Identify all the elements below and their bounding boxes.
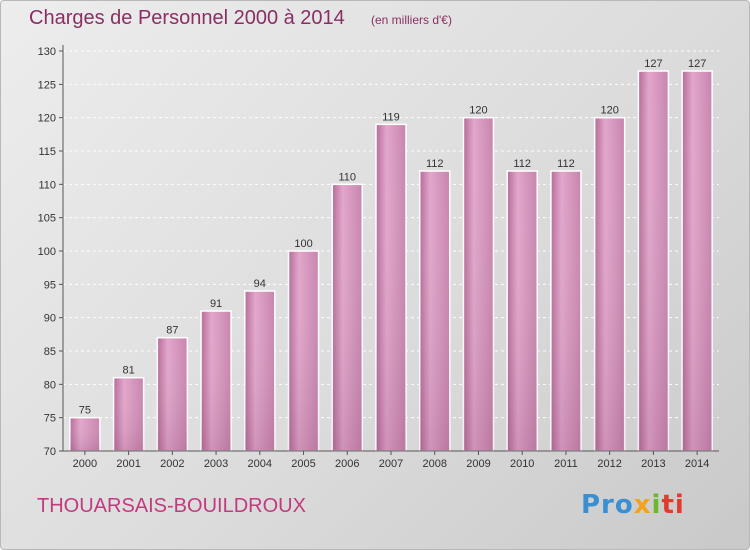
value-label: 119	[382, 111, 400, 123]
y-tick-label: 85	[44, 346, 56, 358]
proxiti-logo: Proxiti	[581, 490, 685, 520]
bar-shade	[638, 71, 669, 451]
bar-shade	[376, 124, 406, 451]
value-label: 75	[79, 405, 91, 417]
x-tick-label: 2009	[466, 458, 490, 470]
y-tick-label: 70	[44, 446, 56, 458]
x-tick-label: 2007	[379, 458, 403, 470]
value-label: 120	[600, 105, 618, 117]
logo-part-4: ti	[661, 490, 685, 520]
axes: 70 75 80 85 90 95 100 105 110 115 120 125 130	[38, 45, 719, 458]
y-tick-label: 130	[38, 46, 56, 58]
x-tick-label: 2003	[204, 458, 228, 470]
bar-shade	[550, 171, 581, 451]
value-label: 100	[294, 238, 312, 250]
bar-shade	[69, 417, 100, 451]
y-tick-label: 125	[38, 79, 56, 91]
chart-subtitle: (en milliers d'€)	[371, 13, 452, 27]
y-tick-label: 95	[44, 279, 56, 291]
x-tick-label: 2013	[641, 458, 665, 470]
bar-shade	[682, 71, 713, 451]
x-tick-label: 2005	[291, 458, 315, 470]
logo-part-2: x	[633, 490, 652, 520]
value-label: 91	[210, 298, 222, 310]
y-tick-label: 110	[38, 179, 56, 191]
bar-shade	[419, 171, 450, 451]
y-tick-label: 115	[38, 146, 56, 158]
logo-part-1: Pro	[581, 490, 634, 520]
bar-shade	[594, 117, 625, 452]
commune-name: THOUARSAIS-BOUILDROUX	[37, 495, 306, 517]
value-label: 112	[557, 158, 575, 170]
bar-shade	[244, 291, 275, 451]
value-label: 87	[166, 325, 178, 337]
bar-shade	[288, 251, 319, 451]
logo-part-3: i	[651, 490, 662, 520]
x-tick-label: 2006	[335, 458, 359, 470]
y-tick-label: 120	[38, 113, 56, 125]
bar-shade	[332, 184, 363, 452]
x-tick-label: 2000	[73, 458, 97, 470]
y-tick-label: 80	[44, 379, 56, 391]
value-label: 127	[644, 58, 662, 70]
x-tick-label: 2010	[510, 458, 534, 470]
bars	[69, 70, 713, 452]
value-label: 94	[254, 278, 266, 290]
bar-shade	[507, 171, 538, 451]
x-tick-label: 2012	[597, 458, 621, 470]
x-tick-label: 2004	[248, 458, 272, 470]
x-tick-label: 2014	[685, 458, 709, 470]
x-tick-label: 2008	[422, 458, 446, 470]
value-label: 112	[426, 158, 444, 170]
y-tick-label: 105	[38, 213, 56, 225]
y-tick-label: 100	[38, 246, 56, 258]
value-label: 120	[469, 105, 487, 117]
y-tick-label: 75	[44, 413, 56, 425]
labels: 75 2000 81 2001 87 2002 91 2003 94 2004 100 2005 110…	[73, 58, 710, 470]
x-tick-label: 2001	[116, 458, 140, 470]
value-label: 110	[338, 171, 356, 183]
chart-title: Charges de Personnel 2000 à 2014	[29, 7, 345, 29]
bar-shade	[463, 117, 494, 452]
value-label: 127	[688, 58, 706, 70]
value-label: 81	[122, 365, 134, 377]
bar-shade	[157, 337, 188, 451]
x-tick-label: 2011	[554, 458, 578, 470]
value-label: 112	[513, 158, 531, 170]
y-tick-label: 90	[44, 313, 56, 325]
bar-shade	[201, 311, 232, 451]
bar-shade	[113, 377, 144, 451]
x-tick-label: 2002	[160, 458, 184, 470]
